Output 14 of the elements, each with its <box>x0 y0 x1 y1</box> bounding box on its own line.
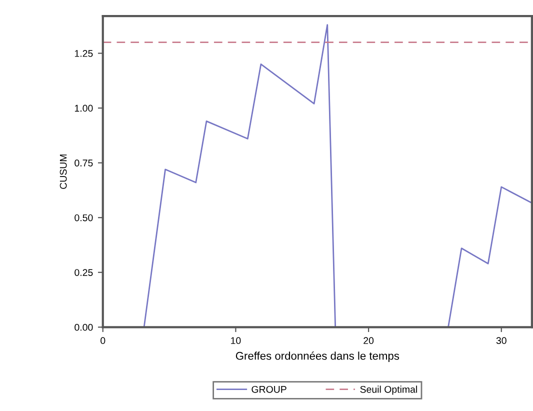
x-tick-label: 20 <box>364 337 374 344</box>
y-tick-label: 0.00 <box>74 324 93 331</box>
y-tick-label: 0.25 <box>74 269 93 276</box>
x-tick-label: 30 <box>496 337 506 344</box>
y-tick-label: 0.75 <box>74 160 93 166</box>
x-tick-label: 10 <box>231 337 241 344</box>
y-axis-title: CUSUM <box>60 154 67 189</box>
x-tick-label: 0 <box>100 337 106 344</box>
y-tick-label: 0.50 <box>74 214 93 222</box>
legend-label: GROUP <box>252 386 286 393</box>
y-tick-label: 1.00 <box>74 104 93 112</box>
legend-label: Seuil Optimal <box>360 386 417 395</box>
x-axis-title: Greffes ordonnées dans le temps <box>236 351 400 362</box>
y-tick-label: 1.25 <box>74 50 93 57</box>
